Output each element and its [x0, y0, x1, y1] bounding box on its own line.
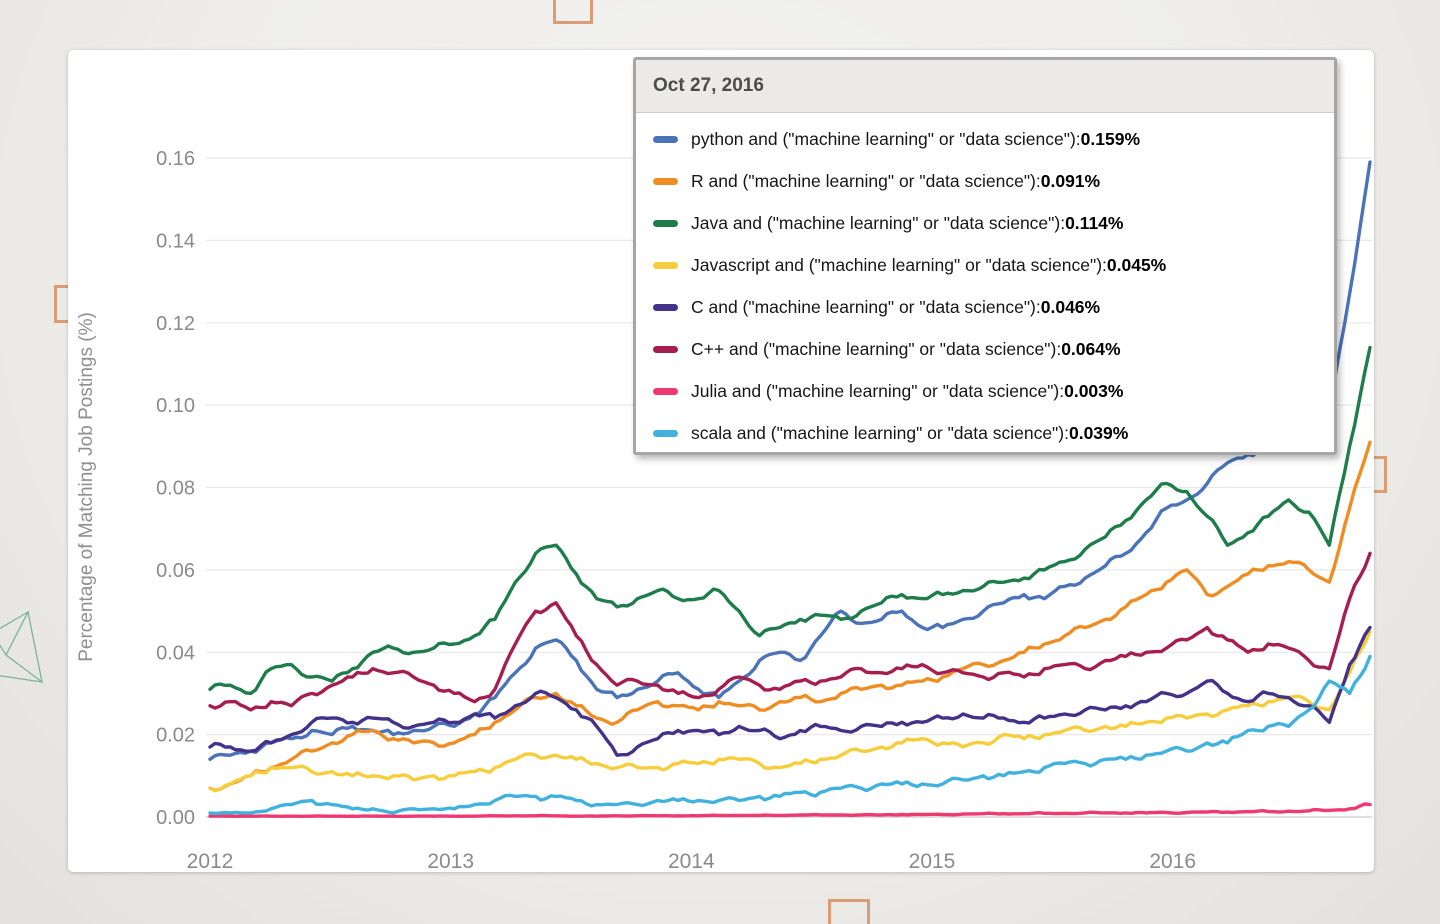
- legend-value: 0.114%: [1065, 212, 1124, 233]
- y-tick-label: 0.06: [156, 560, 195, 582]
- legend-value: 0.091%: [1040, 170, 1101, 191]
- line-chart-plot[interactable]: 0.00 0.02 0.04 0.06 0.08 0.10 0.12 0.14 0.16 2012…: [68, 50, 1374, 872]
- series-line-C++: [208, 551, 1372, 712]
- series-line-C: [208, 625, 1372, 757]
- x-tick-label: 2015: [909, 850, 956, 872]
- legend-label: C and ("machine learning" or "data scien…: [691, 296, 1041, 317]
- series-line-R: [208, 440, 1372, 792]
- y-tick-label: 0.00: [156, 807, 195, 829]
- legend-item-C: C and ("machine learning" or "data scien…: [636, 286, 1334, 328]
- legend-swatch-C: [653, 303, 678, 311]
- legend-item-Julia: Julia and ("machine learning" or "data s…: [636, 370, 1334, 412]
- y-tick-label: 0.16: [156, 148, 195, 170]
- x-tick-label: 2016: [1149, 850, 1196, 872]
- series-line-Javascript: [208, 630, 1372, 793]
- y-tick-label: 0.12: [156, 313, 195, 335]
- series-line-Julia: [208, 802, 1372, 818]
- legend-swatch-Julia: [653, 387, 678, 395]
- legend-item-Javascript: Javascript and ("machine learning" or "d…: [636, 244, 1334, 286]
- chart-tooltip: Oct 27, 2016 python and ("machine learni…: [633, 57, 1337, 455]
- tooltip-legend: python and ("machine learning" or "data …: [636, 113, 1334, 454]
- legend-item-python: python and ("machine learning" or "data …: [636, 118, 1334, 160]
- legend-item-C++: C++ and ("machine learning" or "data sci…: [636, 328, 1334, 370]
- y-tick-label: 0.08: [156, 478, 195, 500]
- legend-item-R: R and ("machine learning" or "data scien…: [636, 160, 1334, 202]
- legend-swatch-python: [653, 135, 678, 143]
- legend-swatch-C++: [653, 345, 678, 353]
- x-tick-label: 2012: [187, 850, 234, 872]
- legend-label: python and ("machine learning" or "data …: [691, 128, 1081, 149]
- legend-label: scala and ("machine learning" or "data s…: [691, 422, 1069, 443]
- legend-label: Javascript and ("machine learning" or "d…: [691, 254, 1107, 275]
- y-tick-label: 0.14: [156, 230, 195, 252]
- y-axis-title: Percentage of Matching Job Postings (%): [76, 312, 97, 662]
- legend-swatch-R: [653, 177, 678, 185]
- legend-value: 0.064%: [1061, 338, 1121, 359]
- legend-value: 0.159%: [1080, 128, 1141, 149]
- y-tick-label: 0.10: [156, 395, 195, 417]
- tooltip-date: Oct 27, 2016: [636, 60, 1334, 113]
- series-line-python: [208, 160, 1372, 761]
- legend-value: 0.003%: [1064, 380, 1124, 401]
- legend-label: Java and ("machine learning" or "data sc…: [691, 212, 1066, 233]
- legend-swatch-Java: [653, 219, 678, 227]
- decoration-square-top: [553, 0, 593, 24]
- legend-value: 0.046%: [1040, 296, 1101, 317]
- decoration-square-bottom: [828, 899, 870, 924]
- legend-value: 0.045%: [1106, 254, 1167, 275]
- series-line-scala: [208, 654, 1372, 816]
- legend-swatch-Javascript: [653, 261, 678, 269]
- legend-item-scala: scala and ("machine learning" or "data s…: [636, 412, 1334, 454]
- y-tick-label: 0.04: [156, 642, 195, 664]
- legend-label: Julia and ("machine learning" or "data s…: [691, 380, 1065, 401]
- series-line-Java: [208, 345, 1372, 696]
- decoration-wireframe-triangle: [0, 610, 43, 684]
- legend-label: R and ("machine learning" or "data scien…: [691, 170, 1041, 191]
- legend-swatch-scala: [653, 429, 678, 437]
- legend-item-Java: Java and ("machine learning" or "data sc…: [636, 202, 1334, 244]
- x-tick-label: 2013: [427, 850, 474, 872]
- y-tick-label: 0.02: [156, 725, 195, 747]
- legend-label: C++ and ("machine learning" or "data sci…: [691, 338, 1062, 359]
- x-tick-label: 2014: [668, 850, 715, 872]
- legend-value: 0.039%: [1068, 422, 1129, 443]
